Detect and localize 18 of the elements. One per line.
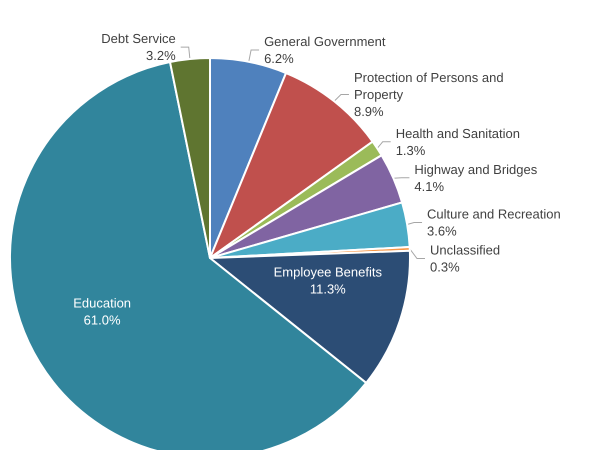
- slice-label: Education: [73, 296, 132, 311]
- data-label: 61.0%: [84, 312, 121, 328]
- slice-label: Protection of Persons and Property: [354, 70, 508, 102]
- data-label: 4.1%: [414, 178, 444, 194]
- slice-label: Culture and Recreation: [427, 206, 561, 222]
- slice-label: Health and Sanitation: [396, 126, 520, 141]
- data-label: 8.9%: [354, 104, 384, 120]
- data-label: 11.3%: [310, 281, 346, 296]
- slice-label: Debt Service: [101, 31, 176, 46]
- data-label: 1.3%: [396, 142, 426, 158]
- data-label: 3.2%: [146, 48, 176, 64]
- data-label: 6.2%: [264, 51, 294, 66]
- data-label: 0.3%: [430, 260, 460, 274]
- data-label: 3.6%: [427, 224, 458, 238]
- slice-label: Highway and Bridges: [414, 162, 538, 177]
- slice-label: Employee Benefits: [274, 264, 382, 280]
- slice-label: Unclassified: [430, 242, 500, 258]
- slice-label: General Government: [264, 34, 386, 50]
